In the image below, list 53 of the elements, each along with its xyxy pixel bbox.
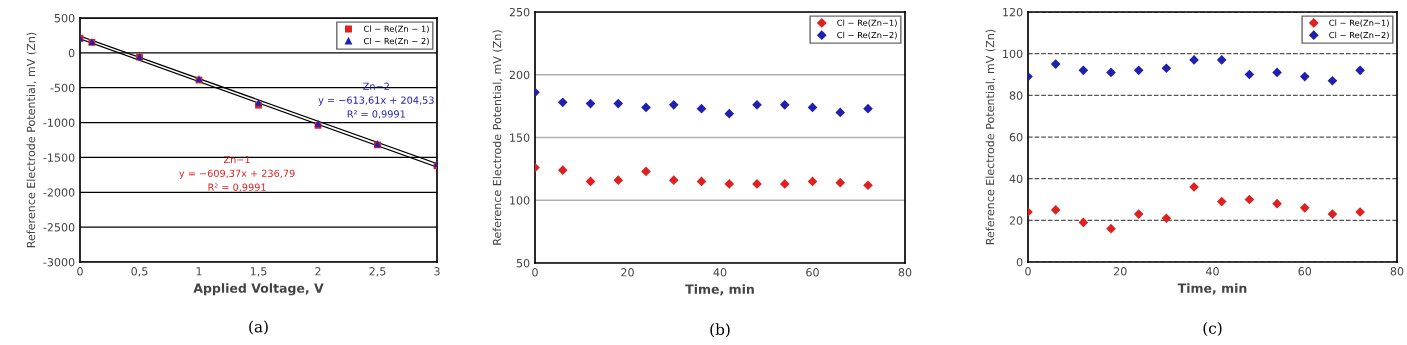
y-tick-label: 20	[1009, 216, 1023, 225]
annotation: Zn−1 y = −609,37x + 236,79 R² = 0,9991	[179, 155, 295, 192]
y-tick-label: 80	[1009, 91, 1023, 100]
y-tick-label: 60	[1009, 132, 1023, 142]
y-tick-label: -3000	[43, 257, 75, 267]
y-tick-label: -1500	[43, 153, 75, 162]
y-tick-label: -1000	[43, 118, 75, 127]
x-axis-title: Time, min	[685, 284, 754, 296]
y-axis-title: Reference Electrode Potential, mV (Zn)	[985, 29, 996, 245]
x-tick-label: 80	[1390, 267, 1404, 276]
x-tick-label: 60	[1298, 267, 1312, 276]
x-tick-label: 20	[621, 268, 634, 277]
y-tick-label: -2000	[43, 188, 75, 197]
x-tick-label: 0	[532, 268, 538, 277]
legend-label: Cl − Re(Zn − 1)	[363, 25, 429, 33]
y-tick-label: 100	[510, 196, 530, 205]
y-tick-label: 50	[516, 258, 530, 268]
y-axis-title: Reference Electrode Potential, mV (Zn)	[26, 32, 37, 248]
x-tick-label: 2	[315, 267, 321, 276]
x-axis-title: Time, min	[1177, 283, 1247, 295]
x-tick-label: 0	[1025, 267, 1031, 276]
x-tick-label: 1,5	[250, 267, 267, 277]
legend-label: Cl − Re(Zn − 2)	[363, 37, 429, 46]
x-tick-label: 20	[1113, 267, 1127, 276]
x-tick-label: 40	[713, 268, 727, 277]
x-tick-label: 0	[77, 267, 83, 276]
legend-label: Cl − Re(Zn−1)	[837, 19, 897, 27]
x-tick-label: 2,5	[369, 267, 386, 277]
text: (a)	[249, 320, 268, 335]
x-tick-label: 60	[806, 268, 819, 277]
x-tick-label: 80	[898, 268, 912, 277]
y-axis-title: Reference Electrode Potential, mV (Zn)	[492, 30, 503, 245]
legend-label: Cl − Re(Zn−2)	[1329, 31, 1389, 40]
y-tick-label: 200	[509, 70, 530, 80]
x-axis-title: Applied Voltage, V	[193, 283, 324, 296]
legend-label: Cl − Re(Zn−1)	[1329, 19, 1389, 27]
x-tick-label: 3	[434, 267, 440, 276]
text: (c)	[1203, 322, 1222, 336]
y-tick-label: 40	[1009, 174, 1023, 184]
y-tick-label: -2500	[43, 223, 75, 232]
y-tick-label: 0	[1016, 257, 1023, 267]
x-tick-label: 40	[1205, 267, 1219, 276]
y-tick-label: -500	[50, 83, 75, 93]
y-tick-label: 120	[1003, 7, 1023, 17]
x-tick-label: 0,5	[131, 267, 148, 277]
y-tick-label: 250	[509, 7, 530, 17]
y-tick-label: 0	[68, 48, 75, 58]
y-tick-label: 100	[1003, 49, 1023, 59]
text: (b)	[710, 323, 730, 338]
y-tick-label: 150	[510, 133, 530, 142]
y-tick-label: 500	[54, 13, 75, 23]
legend-label: Cl − Re(Zn−2)	[837, 31, 897, 40]
x-tick-label: 1	[196, 267, 202, 276]
